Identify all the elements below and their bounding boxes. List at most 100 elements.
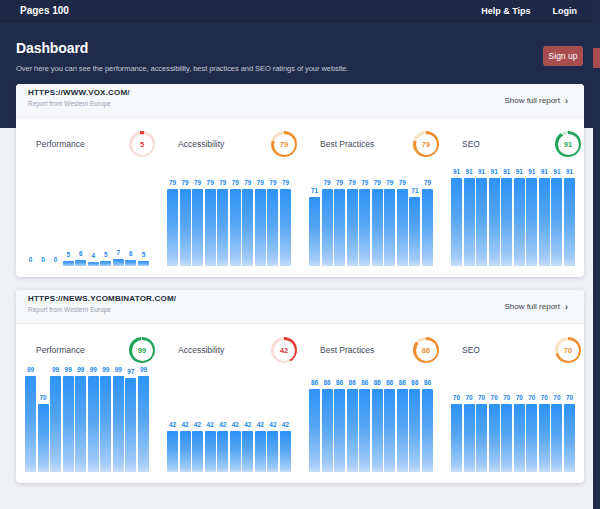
bar-slot: 79 bbox=[397, 164, 408, 266]
bar-slot: 70 bbox=[501, 370, 512, 472]
history-bar bbox=[334, 189, 345, 266]
show-full-report-link[interactable]: Show full report › bbox=[504, 96, 568, 106]
score-gauge: 91 bbox=[555, 131, 581, 157]
history-bar bbox=[217, 189, 228, 266]
history-bar bbox=[100, 261, 111, 266]
history-bar bbox=[422, 189, 433, 266]
bar-value-label: 79 bbox=[395, 180, 410, 186]
bar-slot: 42 bbox=[167, 370, 178, 472]
history-bar bbox=[347, 389, 358, 472]
history-bar bbox=[514, 178, 525, 266]
metric-seo: SEO 70 bbox=[442, 332, 584, 368]
nav-link-login[interactable]: Login bbox=[553, 6, 578, 16]
history-bar bbox=[242, 431, 253, 472]
bar-slot: 71 bbox=[409, 164, 420, 266]
bar-value-label: 99 bbox=[136, 367, 151, 373]
history-bar bbox=[372, 389, 383, 472]
bar-value-label: 71 bbox=[307, 188, 322, 194]
score-gauge: 70 bbox=[555, 337, 581, 363]
bar-slot: 79 bbox=[322, 164, 333, 266]
history-bar bbox=[138, 376, 149, 472]
history-chart-best-practices: 71797979797979797179 bbox=[309, 164, 433, 266]
bar-slot: 91 bbox=[464, 164, 475, 266]
bar-value-label: 91 bbox=[562, 169, 577, 175]
bar-value-label: 79 bbox=[420, 180, 435, 186]
metric-seo: SEO91 bbox=[442, 126, 584, 162]
bar-slot: 79 bbox=[422, 164, 433, 266]
history-bar bbox=[167, 189, 178, 266]
bar-slot: 91 bbox=[489, 164, 500, 266]
history-bar bbox=[489, 404, 500, 472]
history-bar bbox=[359, 189, 370, 266]
bar-value-label: 71 bbox=[407, 188, 422, 194]
bar-value-label: 5 bbox=[136, 252, 151, 258]
bar-slot: 5 bbox=[138, 164, 149, 266]
bar-slot: 5 bbox=[63, 164, 74, 266]
bar-slot: 86 bbox=[334, 370, 345, 472]
card-body: Performance99Accessibility42Best Practic… bbox=[16, 324, 584, 483]
history-bar bbox=[63, 376, 74, 472]
bar-slot: 42 bbox=[255, 370, 266, 472]
bar-slot: 99 bbox=[50, 370, 61, 472]
metric-label: Performance bbox=[36, 345, 85, 355]
charts-row: 9970999999999999979942424242424242424242… bbox=[16, 370, 584, 472]
bar-slot: 99 bbox=[25, 370, 36, 472]
score-gauge: 79 bbox=[413, 131, 439, 157]
bar-slot: 42 bbox=[280, 370, 291, 472]
site-cards: HTTPS://WWW.VOX.COM/ Report from Western… bbox=[16, 84, 584, 496]
history-bar bbox=[63, 261, 74, 266]
bar-slot: 91 bbox=[551, 164, 562, 266]
metric-label: SEO bbox=[462, 345, 480, 355]
history-bar bbox=[125, 260, 136, 266]
bar-slot: 86 bbox=[384, 370, 395, 472]
history-bar bbox=[451, 404, 462, 472]
history-bar bbox=[205, 431, 216, 472]
metric-performance: Performance99 bbox=[16, 332, 158, 368]
history-bar bbox=[501, 178, 512, 266]
history-bar bbox=[88, 262, 99, 266]
history-chart-performance: 99709999999999999799 bbox=[25, 370, 149, 472]
history-bar bbox=[476, 178, 487, 266]
sign-up-button[interactable]: Sign up bbox=[543, 46, 583, 66]
bar-slot: 99 bbox=[113, 370, 124, 472]
bar-slot: 42 bbox=[230, 370, 241, 472]
history-bar bbox=[564, 178, 575, 266]
bar-slot: 42 bbox=[217, 370, 228, 472]
history-bar bbox=[397, 189, 408, 266]
show-full-report-link[interactable]: Show full report › bbox=[504, 302, 568, 312]
bar-slot: 7 bbox=[113, 164, 124, 266]
history-chart-seo: 70707070707070707070 bbox=[451, 370, 575, 472]
bar-slot: 70 bbox=[451, 370, 462, 472]
bar-slot: 86 bbox=[347, 370, 358, 472]
hero-body: Dashboard Over here you can see the perf… bbox=[0, 22, 593, 73]
metric-label: Best Practices bbox=[320, 345, 374, 355]
history-bar bbox=[384, 389, 395, 472]
history-bar bbox=[267, 189, 278, 266]
nav-link-help-tips[interactable]: Help & Tips bbox=[481, 6, 530, 16]
history-bar bbox=[230, 189, 241, 266]
bar-slot: 99 bbox=[138, 370, 149, 472]
bar-slot: 91 bbox=[564, 164, 575, 266]
bar-slot: 70 bbox=[38, 370, 49, 472]
bar-slot: 6 bbox=[125, 164, 136, 266]
chevron-right-icon: › bbox=[565, 96, 568, 106]
history-chart-performance: 0005645765 bbox=[25, 164, 149, 266]
metric-performance: Performance5 bbox=[16, 126, 158, 162]
bar-slot: 79 bbox=[180, 164, 191, 266]
score-gauge: 5 bbox=[129, 131, 155, 157]
card-header: HTTPS://WWW.VOX.COM/ Report from Western… bbox=[16, 84, 584, 118]
score-gauge: 42 bbox=[271, 337, 297, 363]
history-bar bbox=[138, 261, 149, 266]
bar-slot: 79 bbox=[280, 164, 291, 266]
history-bar bbox=[100, 376, 111, 472]
history-bar bbox=[230, 431, 241, 472]
bar-slot: 0 bbox=[38, 164, 49, 266]
history-bar bbox=[526, 178, 537, 266]
bar-slot: 71 bbox=[309, 164, 320, 266]
history-chart-seo: 91919191919191919191 bbox=[451, 164, 575, 266]
history-bar bbox=[309, 389, 320, 472]
history-bar bbox=[38, 404, 49, 472]
page-title: Dashboard bbox=[16, 40, 577, 56]
bar-slot: 86 bbox=[409, 370, 420, 472]
history-chart-accessibility: 42424242424242424242 bbox=[167, 370, 291, 472]
